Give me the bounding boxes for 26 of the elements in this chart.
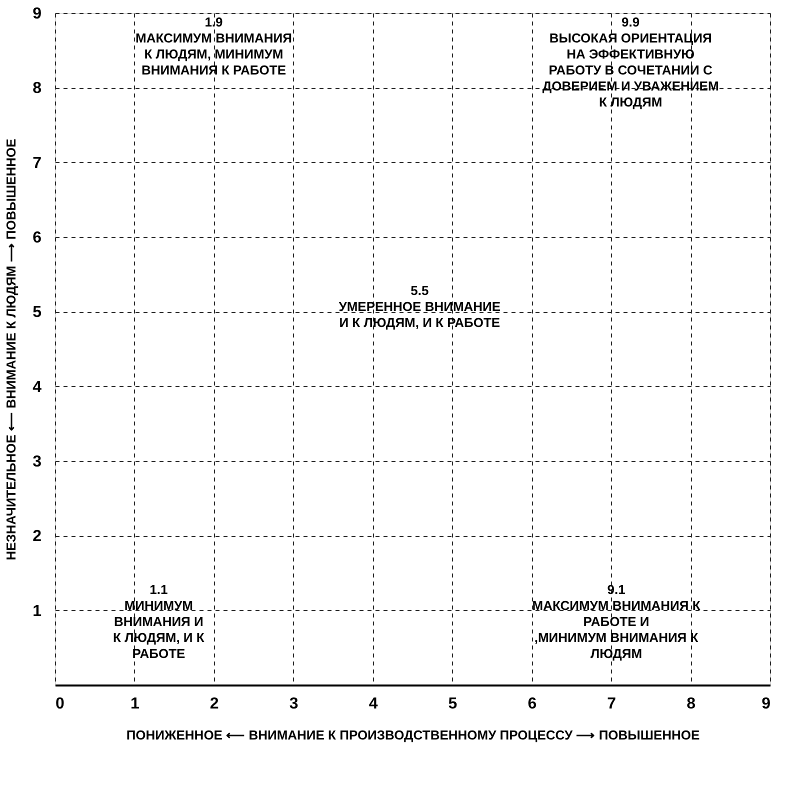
x-tick-label: 4 — [368, 696, 378, 712]
y-tick-label: 5 — [32, 304, 42, 322]
x-axis-title: ПОНИЖЕННОЕ ⟵ ВНИМАНИЕ К ПРОИЗВОДСТВЕННОМУ ПРОЦЕССУ ⟶ ПОВЫШЕННОЕ — [126, 728, 700, 742]
y-tick-label: 3 — [32, 454, 42, 470]
x-tick-label: 3 — [289, 696, 298, 712]
x-tick-label: 1 — [130, 696, 140, 712]
y-tick-label: 8 — [32, 80, 42, 98]
annotation: 1.9 МАКСИМУМ ВНИМАНИЯ К ЛЮДЯМ, МИНИМУМ ВНИМАНИЯ К РАБОТЕ — [135, 14, 292, 78]
y-tick-label: 6 — [32, 230, 42, 246]
x-tick-label: 8 — [686, 696, 696, 712]
y-tick-label: 7 — [32, 154, 42, 172]
y-tick-label: 2 — [32, 528, 42, 546]
annotation: 9.1 МАКСИМУМ ВНИМАНИЯ К РАБОТЕ И ,МИНИМУМ ВНИМАНИЯ К ЛЮДЯМ — [532, 582, 700, 662]
x-tick-label: 7 — [607, 696, 616, 712]
x-tick-label: 6 — [528, 696, 537, 712]
annotation: 5.5 УМЕРЕННОЕ ВНИМАНИЕ И К ЛЮДЯМ, И К РАБОТЕ — [338, 283, 501, 330]
y-tick-label: 4 — [32, 378, 42, 396]
annotation: 1.1 МИНИМУМ ВНИМАНИЯ И К ЛЮДЯМ, И К РАБОТЕ — [113, 582, 204, 662]
x-tick-label: 2 — [210, 696, 219, 712]
x-tick-label: 9 — [762, 696, 771, 712]
y-tick-label: 9 — [32, 6, 42, 22]
y-axis-title: НЕЗНАЧИТЕЛЬНОЕ ⟵ ВНИМАНИЕ К ЛЮДЯМ ⟶ ПОВЫШЕННОЕ — [4, 138, 19, 560]
annotation: 9.9 ВЫСОКАЯ ОРИЕНТАЦИЯ НА ЭФФЕКТИВНУЮ РАБОТУ В СОЧЕТАНИИ С ДОВЕРИЕМ И УВАЖЕНИЕМ К ЛЮДЯМ — [542, 14, 719, 110]
y-tick-label: 1 — [32, 602, 42, 620]
x-tick-label: 0 — [56, 696, 64, 712]
x-tick-label: 5 — [448, 696, 458, 712]
